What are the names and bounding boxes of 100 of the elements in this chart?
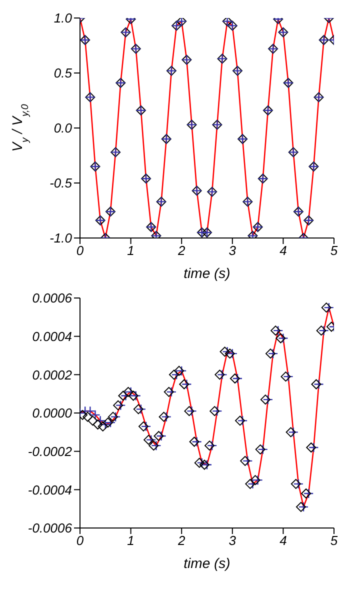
point (189, 436, 200, 447)
y-tick-label: 0.0004 (32, 328, 72, 344)
point (298, 502, 309, 512)
point (192, 436, 202, 447)
x-tick-label: 0 (76, 243, 84, 258)
point (318, 325, 329, 336)
point (248, 478, 258, 490)
point (210, 406, 220, 416)
point (316, 326, 326, 336)
point (311, 379, 322, 390)
point (102, 418, 113, 428)
y-tick-label: -0.0006 (28, 520, 73, 536)
point (144, 434, 154, 445)
point (306, 442, 316, 452)
point (82, 412, 93, 422)
point (199, 460, 210, 470)
point (270, 326, 281, 336)
x-tick-label: 0 (76, 533, 84, 548)
point (314, 379, 324, 390)
point (166, 386, 177, 398)
point (304, 488, 314, 499)
point (237, 416, 248, 426)
x-tick-label: 2 (176, 243, 186, 258)
point (164, 386, 174, 397)
point (240, 456, 250, 466)
y-tick-label: 1.0 (54, 10, 73, 26)
point (250, 475, 260, 486)
point (262, 394, 274, 405)
point (174, 366, 184, 376)
point (156, 430, 166, 442)
x-tick-label: 4 (280, 533, 287, 548)
x-tick-label: 5 (330, 243, 338, 258)
y-tick-label: 0.0000 (32, 406, 73, 421)
point (276, 333, 286, 344)
point (324, 302, 334, 313)
point (217, 370, 228, 380)
point (179, 379, 190, 390)
y-tick-label: -0.0004 (28, 482, 72, 498)
point (242, 456, 253, 466)
point (194, 458, 204, 468)
point (148, 440, 159, 451)
point (286, 427, 296, 438)
point (230, 374, 240, 384)
point (212, 406, 222, 416)
point (288, 427, 298, 438)
point (176, 366, 187, 376)
y-tick-label: 0.0006 (32, 290, 73, 306)
x-tick-label: 3 (228, 533, 237, 548)
x-tick-label: 1 (127, 533, 134, 548)
point (184, 406, 194, 416)
point (293, 478, 304, 490)
point (260, 394, 270, 405)
point (308, 442, 319, 453)
point (154, 431, 164, 441)
point (118, 390, 128, 401)
point (204, 440, 215, 451)
point (252, 474, 263, 486)
point (168, 370, 179, 380)
x-tick-label: 4 (280, 243, 287, 258)
point (105, 417, 116, 428)
point (278, 333, 288, 344)
point (171, 370, 182, 380)
y-tick-label: -1.0 (50, 230, 73, 246)
point (186, 406, 197, 416)
y-tick-label: -0.5 (50, 176, 73, 191)
x-axis-title: time (s) (184, 555, 230, 571)
point (235, 416, 246, 426)
point (280, 372, 291, 382)
point (266, 348, 276, 359)
point (158, 412, 169, 422)
point (258, 444, 268, 455)
x-tick-label: 5 (330, 533, 338, 548)
point (255, 444, 266, 454)
point (161, 412, 172, 422)
point (321, 302, 332, 313)
point (220, 346, 230, 357)
point (232, 373, 243, 384)
point (268, 348, 278, 359)
point (92, 420, 103, 430)
point (133, 404, 144, 414)
y-tick-label: 0.5 (54, 66, 73, 81)
point (273, 325, 284, 336)
point (140, 421, 152, 432)
point (182, 379, 192, 390)
point (98, 421, 108, 432)
point (123, 386, 134, 397)
y-tick-label: 0.0002 (32, 367, 73, 382)
point (301, 488, 312, 498)
point (120, 390, 131, 401)
point (116, 400, 126, 410)
x-tick-label: 1 (127, 243, 134, 258)
point (290, 478, 301, 489)
point (88, 416, 98, 426)
point (224, 348, 235, 359)
point (206, 440, 218, 451)
point (128, 390, 138, 401)
x-axis-title: time (s) (184, 265, 230, 281)
y-tick-label: 0.0 (54, 120, 73, 136)
point (283, 371, 294, 382)
x-tick-label: 3 (228, 243, 237, 258)
